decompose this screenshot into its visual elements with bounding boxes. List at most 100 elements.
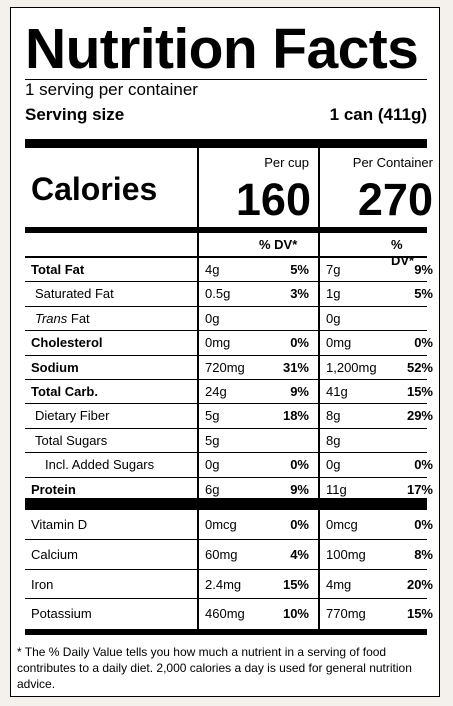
amount-per-cup: 24g <box>205 384 227 399</box>
dv-per-cup: 10% <box>282 606 309 622</box>
nutrient-name-text: Saturated Fat <box>35 286 114 302</box>
amount-per-container: 1g <box>326 286 341 302</box>
amount-per-container: 8g <box>326 432 341 448</box>
nutrient-name: Cholesterol <box>31 335 103 351</box>
dv-per-container: 17% <box>406 481 433 497</box>
nutrient-name-text: Fat <box>67 310 90 326</box>
amount-per-cup: 5g <box>205 408 220 424</box>
calories-label: Calories <box>31 171 158 207</box>
nutrient-name: Incl. Added Sugars <box>45 457 154 473</box>
amount-per-cup: 460mg <box>205 606 245 622</box>
dv-per-cup: 18% <box>282 408 309 424</box>
amount-per-container: 11g <box>326 481 347 497</box>
dv-per-cup: 9% <box>290 384 309 399</box>
nutrient-row: Saturated Fat 0.5g 3% 1g 5% <box>25 282 433 306</box>
row-divider <box>25 281 427 283</box>
row-divider <box>25 568 427 570</box>
nutrient-row: Total Carb. 24g 9% 41g 15% <box>25 380 433 404</box>
amount-per-cup: 0g <box>205 310 220 326</box>
row-divider <box>25 427 427 429</box>
column-divider-2 <box>318 148 320 498</box>
vitamin-row: Iron 2.4mg 15% 4mg 20% <box>25 570 433 600</box>
amount-per-cup: 5g <box>205 432 220 448</box>
amount-per-cup: 4g <box>205 262 220 277</box>
serving-size-value: 1 can (411g) <box>329 105 427 124</box>
dv-per-container: 0% <box>414 517 433 532</box>
nutrient-name: Total Fat <box>31 262 84 278</box>
per-cup-header: Per cup <box>264 155 309 170</box>
label-title: Nutrition Facts <box>25 17 419 81</box>
nutrient-row: Total Fat 4g 5% 7g 9% <box>25 258 433 282</box>
row-divider <box>25 403 427 405</box>
dv-per-container: 0% <box>414 457 433 473</box>
amount-per-container: 4mg <box>326 576 352 592</box>
calories-per-container: 270 <box>357 174 433 225</box>
dv-per-cup: 31% <box>282 359 309 375</box>
nutrient-row: Sodium 720mg 31% 1,200mg 52% <box>25 356 433 380</box>
nutrient-name: Dietary Fiber <box>35 408 109 424</box>
nutrient-name-text: Dietary Fiber <box>35 408 110 424</box>
amount-per-container: 770mg <box>326 606 366 622</box>
dv-per-cup: 0% <box>290 457 309 473</box>
dv-per-cup: 4% <box>290 546 309 562</box>
nutrient-name-italic: Trans <box>35 310 68 326</box>
amount-per-container: 7g <box>326 262 341 277</box>
column-divider-1 <box>197 148 199 498</box>
amount-per-cup: 6g <box>205 481 220 497</box>
nutrient-name-text: Total Fat <box>31 262 85 277</box>
amount-per-container: 0mcg <box>326 517 358 532</box>
serving-size-label: Serving size <box>25 105 125 124</box>
nutrient-row: Total Sugars 5g 8g <box>25 429 427 453</box>
nutrient-row: Dietary Fiber 5g 18% 8g 29% <box>25 404 433 428</box>
thick-divider-vitamins <box>25 498 427 510</box>
dv-per-container: 9% <box>414 262 433 277</box>
dv-per-container: 15% <box>406 606 433 622</box>
dv-per-cup: 15% <box>282 576 309 592</box>
vitamin-name: Potassium <box>31 606 92 622</box>
calories-per-cup: 160 <box>235 174 311 225</box>
nutrient-name-text: Protein <box>31 481 76 497</box>
row-divider <box>25 538 427 540</box>
nutrient-name-text: Incl. Added Sugars <box>45 457 155 473</box>
nutrition-facts-label: Nutrition Facts 1 serving per container … <box>10 7 440 697</box>
thick-divider-calories <box>25 227 427 233</box>
dv-header-col1: % DV* <box>259 237 298 252</box>
servings-per-container: 1 serving per container <box>25 80 198 99</box>
nutrient-name: Saturated Fat <box>35 286 114 302</box>
dv-per-cup: 3% <box>290 286 309 302</box>
nutrient-name: Total Sugars <box>35 433 107 449</box>
nutrient-name-text: Total Carb. <box>31 384 98 399</box>
amount-per-cup: 0mcg <box>205 517 237 532</box>
row-divider <box>25 330 427 332</box>
row-divider <box>25 305 427 307</box>
dv-per-container: 0% <box>414 335 433 351</box>
nutrient-name: Trans Fat <box>35 311 90 327</box>
dv-per-cup: 5% <box>290 262 309 277</box>
footnote: * The % Daily Value tells you how much a… <box>17 645 412 691</box>
vitamin-row: Vitamin D 0mcg 0% 0mcg 0% <box>25 510 433 540</box>
thick-divider-top <box>25 139 427 148</box>
dv-header-divider <box>25 256 427 258</box>
amount-per-cup: 2.4mg <box>205 576 242 592</box>
nutrient-row: Cholesterol 0mg 0% 0mg 0% <box>25 331 433 355</box>
nutrient-name: Protein <box>31 482 76 498</box>
nutrient-row: Trans Fat 0g 0g <box>25 307 427 331</box>
amount-per-container: 1,200mg <box>326 359 377 375</box>
row-divider <box>25 476 427 478</box>
vitamin-name: Calcium <box>31 546 78 562</box>
nutrient-name-text: Sodium <box>31 359 79 375</box>
nutrient-row: Protein 6g 9% 11g 17% <box>25 478 433 502</box>
row-divider <box>25 598 427 600</box>
column-divider-1-vitamins <box>197 510 199 629</box>
amount-per-container: 8g <box>326 408 341 424</box>
vitamin-name: Iron <box>31 576 54 592</box>
nutrient-row: Incl. Added Sugars 0g 0% 0g 0% <box>25 453 433 477</box>
amount-per-container: 41g <box>326 384 348 399</box>
per-container-header: Per Container <box>352 155 433 170</box>
nutrient-name-text: Total Sugars <box>35 432 108 448</box>
dv-per-container: 8% <box>414 546 433 562</box>
row-divider <box>25 452 427 454</box>
row-divider <box>25 354 427 356</box>
dv-per-container: 5% <box>414 286 433 302</box>
vitamin-name: Vitamin D <box>31 517 88 532</box>
